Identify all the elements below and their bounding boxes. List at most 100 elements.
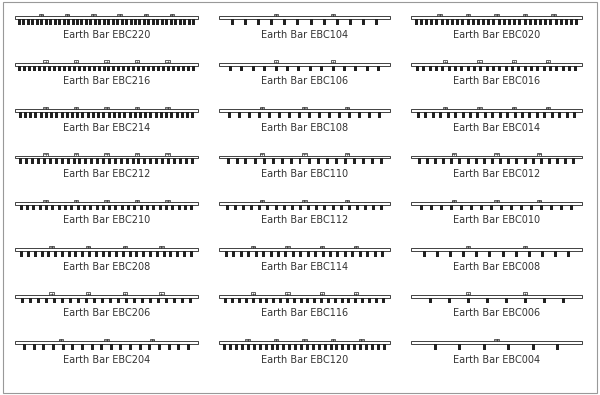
Bar	[89, 205, 92, 210]
Bar	[266, 205, 269, 210]
Bar	[107, 112, 110, 118]
Bar	[335, 344, 338, 350]
Bar	[503, 19, 506, 24]
Bar	[15, 341, 198, 344]
Bar	[461, 19, 464, 24]
Bar	[148, 19, 151, 24]
Bar	[174, 19, 177, 24]
Bar	[83, 205, 86, 210]
Bar	[536, 112, 539, 118]
Bar	[505, 66, 508, 71]
Bar	[259, 298, 262, 303]
Bar	[361, 158, 365, 164]
Bar	[461, 112, 464, 118]
Bar	[452, 200, 456, 202]
Bar	[383, 344, 386, 350]
Bar	[187, 66, 190, 71]
Bar	[183, 251, 186, 257]
Bar	[534, 19, 537, 24]
Bar	[476, 112, 479, 118]
Bar	[359, 339, 364, 341]
Text: Earth Bar EBC010: Earth Bar EBC010	[453, 216, 540, 226]
Bar	[430, 19, 433, 24]
Bar	[488, 251, 491, 257]
Bar	[571, 205, 574, 210]
Bar	[307, 298, 310, 303]
Bar	[76, 112, 79, 118]
Bar	[166, 60, 170, 63]
Bar	[94, 19, 97, 24]
Bar	[318, 344, 321, 350]
Bar	[101, 298, 104, 303]
Bar	[49, 19, 52, 24]
Bar	[458, 158, 461, 164]
Bar	[227, 112, 230, 118]
Bar	[279, 298, 282, 303]
Bar	[66, 112, 69, 118]
Bar	[411, 156, 582, 158]
Bar	[411, 16, 582, 19]
Bar	[258, 205, 261, 210]
Bar	[336, 19, 339, 24]
Bar	[310, 19, 313, 24]
Bar	[63, 66, 66, 71]
Bar	[64, 205, 67, 210]
Bar	[118, 14, 122, 17]
Bar	[450, 205, 453, 210]
Bar	[226, 205, 229, 210]
Bar	[241, 344, 244, 350]
Bar	[307, 205, 310, 210]
Bar	[147, 66, 150, 71]
Bar	[67, 158, 70, 164]
Bar	[382, 298, 385, 303]
Bar	[172, 66, 175, 71]
Bar	[188, 19, 191, 24]
Bar	[143, 19, 146, 24]
Bar	[494, 339, 499, 341]
Bar	[43, 60, 47, 63]
Bar	[69, 298, 72, 303]
Bar	[74, 153, 78, 156]
Bar	[323, 19, 326, 24]
Bar	[500, 205, 503, 210]
Bar	[544, 19, 547, 24]
Bar	[320, 292, 324, 295]
Bar	[192, 19, 195, 24]
Bar	[335, 158, 338, 164]
Bar	[359, 251, 362, 257]
Bar	[74, 200, 78, 202]
Bar	[161, 19, 164, 24]
Bar	[97, 112, 100, 118]
Bar	[171, 205, 174, 210]
Bar	[188, 298, 191, 303]
Text: Earth Bar EBC206: Earth Bar EBC206	[63, 308, 150, 318]
Bar	[134, 19, 137, 24]
Bar	[493, 19, 496, 24]
Bar	[45, 112, 48, 118]
Bar	[286, 298, 289, 303]
Bar	[73, 158, 76, 164]
Bar	[521, 112, 524, 118]
Bar	[219, 248, 390, 251]
Bar	[274, 60, 278, 63]
Bar	[329, 251, 332, 257]
Bar	[71, 344, 74, 350]
Bar	[475, 158, 478, 164]
Bar	[45, 19, 48, 24]
Bar	[43, 344, 46, 350]
Bar	[122, 66, 125, 71]
Bar	[415, 19, 418, 24]
Bar	[549, 66, 552, 71]
Bar	[86, 292, 90, 295]
Bar	[299, 205, 302, 210]
Text: Earth Bar EBC014: Earth Bar EBC014	[453, 122, 540, 133]
Bar	[231, 298, 234, 303]
Bar	[58, 19, 61, 24]
Bar	[77, 298, 80, 303]
Bar	[250, 205, 253, 210]
Text: Earth Bar EBC208: Earth Bar EBC208	[63, 262, 150, 272]
Bar	[139, 344, 142, 350]
Bar	[380, 158, 383, 164]
Bar	[27, 19, 30, 24]
Bar	[52, 344, 55, 350]
